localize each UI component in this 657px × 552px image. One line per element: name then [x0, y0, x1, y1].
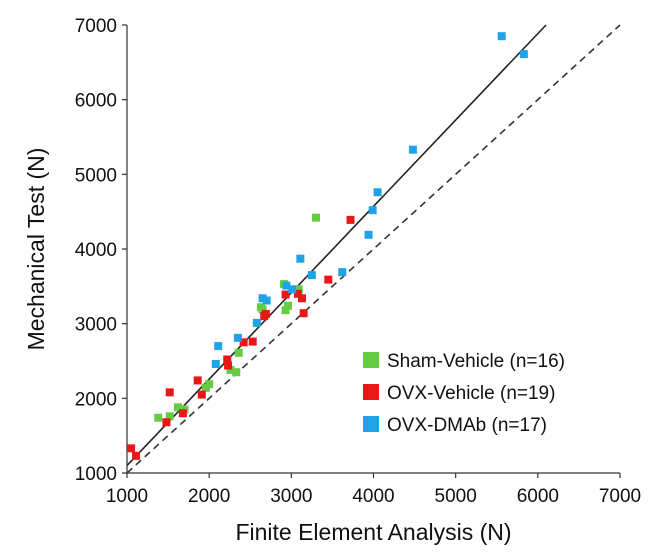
data-point-series-2: [248, 337, 257, 346]
regression-line: [126, 24, 547, 467]
data-point-series-3: [262, 296, 271, 305]
legend-label: Sham-Vehicle (n=16): [387, 351, 565, 372]
legend-swatch: [363, 352, 379, 368]
data-point-series-1: [311, 213, 320, 222]
data-point-series-2: [299, 309, 308, 318]
x-tick-label: 3000: [270, 486, 312, 507]
data-point-series-2: [132, 451, 141, 460]
x-tick-label: 1000: [106, 486, 148, 507]
data-point-series-2: [127, 444, 136, 453]
data-points: [127, 32, 528, 460]
legend: Sham-Vehicle (n=16) OVX-Vehicle (n=19) OVX…: [363, 351, 565, 436]
data-point-series-2: [165, 388, 174, 397]
data-point-series-2: [281, 290, 290, 299]
data-point-series-3: [258, 294, 267, 303]
data-point-series-3: [296, 254, 305, 263]
data-point-series-3: [252, 318, 261, 327]
data-point-series-1: [205, 380, 214, 389]
legend-swatch: [363, 416, 379, 432]
y-tick-label: 7000: [75, 16, 117, 37]
data-point-series-2: [346, 215, 355, 224]
data-point-series-2: [223, 355, 232, 364]
data-point-series-1: [258, 305, 267, 314]
data-point-series-3: [373, 188, 382, 197]
x-tick-label: 7000: [599, 486, 641, 507]
x-axis-title: Finite Element Analysis (N): [235, 519, 511, 545]
y-tick-label: 4000: [75, 240, 117, 261]
data-point-series-1: [281, 306, 290, 315]
data-point-series-2: [162, 418, 171, 427]
data-point-series-1: [234, 348, 243, 357]
reference-lines: [126, 24, 621, 474]
tick-labels: 1000 2000 3000 4000 5000 6000 7000 1000 2000 3000…: [75, 16, 641, 507]
x-tick-label: 6000: [517, 486, 559, 507]
x-tick-label: 5000: [435, 486, 477, 507]
data-point-series-3: [233, 333, 242, 342]
data-point-series-2: [197, 390, 206, 399]
data-point-series-3: [364, 230, 373, 239]
data-point-series-2: [239, 338, 248, 347]
data-point-series-3: [288, 285, 297, 294]
data-point-series-2: [224, 361, 233, 370]
data-point-series-1: [154, 413, 163, 422]
data-point-series-2: [324, 275, 333, 284]
x-tick-label: 4000: [352, 486, 394, 507]
data-point-series-2: [298, 294, 307, 303]
data-point-series-2: [261, 309, 270, 318]
y-axis-title: Mechanical Test (N): [23, 148, 49, 351]
y-tick-label: 6000: [75, 91, 117, 112]
data-point-series-3: [282, 281, 291, 290]
legend-label: OVX-DMAb (n=17): [387, 415, 547, 436]
data-point-series-3: [519, 50, 528, 59]
y-tick-label: 5000: [75, 165, 117, 186]
y-tick-label: 1000: [75, 464, 117, 485]
data-point-series-1: [232, 368, 241, 377]
data-point-series-3: [408, 145, 417, 154]
data-point-series-3: [497, 32, 506, 41]
data-point-series-1: [284, 301, 293, 310]
legend-label: OVX-Vehicle (n=19): [387, 383, 555, 404]
data-point-series-2: [293, 289, 302, 298]
data-point-series-1: [226, 365, 235, 374]
data-point-series-1: [294, 285, 303, 294]
data-point-series-1: [165, 412, 174, 421]
data-point-series-3: [338, 268, 347, 277]
data-point-series-2: [178, 409, 187, 418]
x-tick-label: 2000: [188, 486, 230, 507]
y-tick-label: 3000: [75, 315, 117, 336]
axes: [122, 24, 621, 478]
data-point-series-3: [211, 359, 220, 368]
data-point-series-2: [193, 376, 202, 385]
data-point-series-1: [173, 403, 182, 412]
data-point-series-3: [307, 271, 316, 280]
data-point-series-3: [368, 206, 377, 215]
y-tick-label: 2000: [75, 389, 117, 410]
data-point-series-3: [214, 342, 223, 351]
legend-swatch: [363, 384, 379, 400]
identity-line: [126, 24, 621, 474]
